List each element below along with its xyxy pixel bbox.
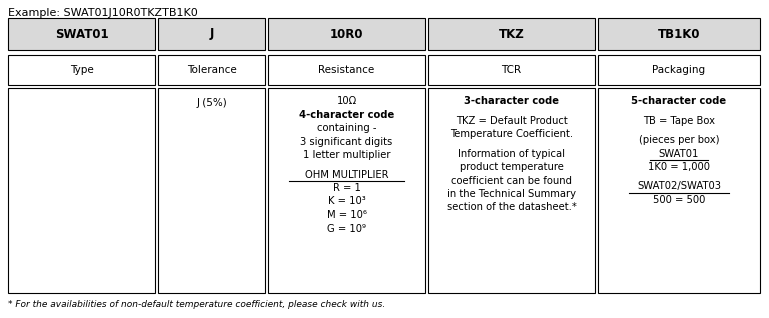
Text: 1 letter multiplier: 1 letter multiplier xyxy=(303,150,390,160)
Bar xyxy=(598,88,760,293)
Text: Information of typical: Information of typical xyxy=(458,149,565,158)
Bar xyxy=(268,88,425,293)
Text: 4-character code: 4-character code xyxy=(299,109,394,120)
Text: product temperature: product temperature xyxy=(460,162,564,172)
Text: R = 1: R = 1 xyxy=(332,183,361,193)
Text: SWAT01: SWAT01 xyxy=(55,27,108,40)
Text: Temperature Coefficient.: Temperature Coefficient. xyxy=(450,129,573,139)
Text: SWAT01: SWAT01 xyxy=(659,149,699,158)
Text: * For the availabilities of non-default temperature coefficient, please check wi: * For the availabilities of non-default … xyxy=(8,300,385,309)
Text: 5-character code: 5-character code xyxy=(631,96,727,106)
Text: 10R0: 10R0 xyxy=(330,27,363,40)
Text: Tolerance: Tolerance xyxy=(187,65,236,75)
Text: J (5%): J (5%) xyxy=(196,98,227,108)
Text: OHM MULTIPLIER: OHM MULTIPLIER xyxy=(305,169,388,179)
Text: 1K0 = 1,000: 1K0 = 1,000 xyxy=(648,162,710,172)
Text: TB1K0: TB1K0 xyxy=(657,27,701,40)
Text: in the Technical Summary: in the Technical Summary xyxy=(447,189,576,199)
Text: Example: SWAT01J10R0TKZTB1K0: Example: SWAT01J10R0TKZTB1K0 xyxy=(8,8,198,18)
Text: TB = Tape Box: TB = Tape Box xyxy=(643,115,715,126)
Bar xyxy=(428,88,595,293)
Bar xyxy=(158,18,265,50)
Bar xyxy=(428,18,595,50)
Text: J: J xyxy=(209,27,214,40)
Text: 10Ω: 10Ω xyxy=(337,96,357,106)
Text: TKZ = Default Product: TKZ = Default Product xyxy=(455,115,568,126)
Text: Packaging: Packaging xyxy=(652,65,706,75)
Bar xyxy=(268,55,425,85)
Bar xyxy=(158,88,265,293)
Text: M = 10⁶: M = 10⁶ xyxy=(327,210,367,220)
Text: containing -: containing - xyxy=(317,123,376,133)
Text: TCR: TCR xyxy=(501,65,521,75)
Text: section of the datasheet.*: section of the datasheet.* xyxy=(447,203,577,212)
Bar xyxy=(8,88,155,293)
Bar xyxy=(158,55,265,85)
Text: G = 10⁹: G = 10⁹ xyxy=(327,224,366,233)
Bar xyxy=(598,55,760,85)
Bar xyxy=(268,18,425,50)
Text: Resistance: Resistance xyxy=(318,65,375,75)
Text: TKZ: TKZ xyxy=(498,27,524,40)
Text: (pieces per box): (pieces per box) xyxy=(639,135,719,145)
Text: 3 significant digits: 3 significant digits xyxy=(301,136,393,147)
Text: coefficient can be found: coefficient can be found xyxy=(451,176,572,185)
Text: SWAT02/SWAT03: SWAT02/SWAT03 xyxy=(637,182,721,191)
Bar xyxy=(8,55,155,85)
Text: Type: Type xyxy=(70,65,93,75)
Bar xyxy=(598,18,760,50)
Bar xyxy=(428,55,595,85)
Text: 500 = 500: 500 = 500 xyxy=(653,195,705,205)
Bar xyxy=(8,18,155,50)
Text: 3-character code: 3-character code xyxy=(464,96,559,106)
Text: K = 10³: K = 10³ xyxy=(328,197,365,206)
